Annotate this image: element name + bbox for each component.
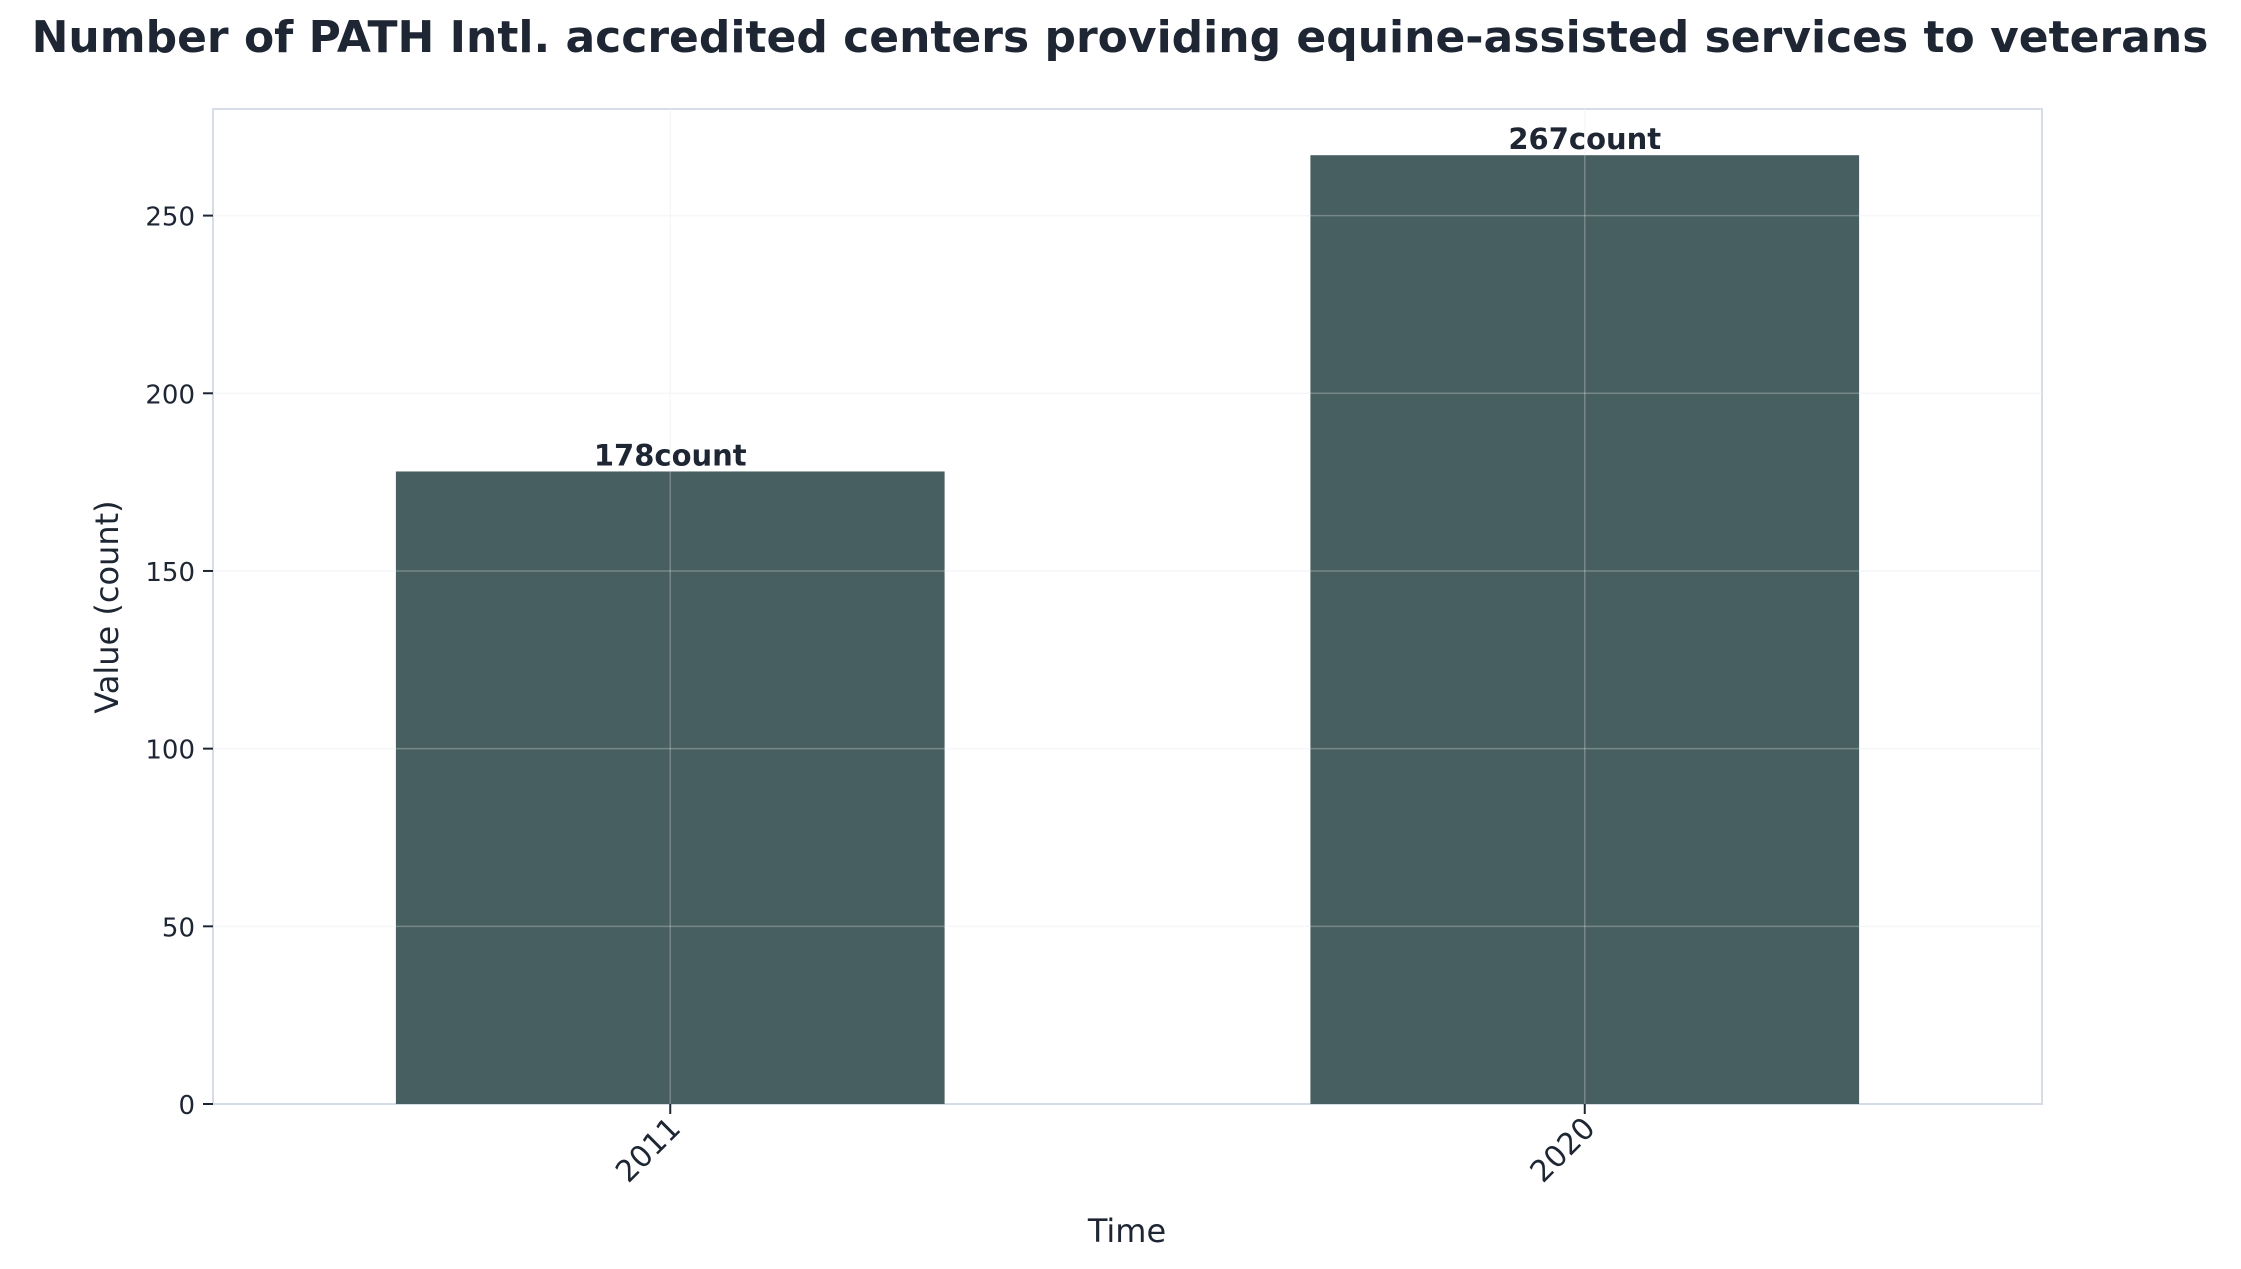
y-tick-label: 50 bbox=[162, 913, 195, 943]
bar-2011 bbox=[395, 471, 945, 1104]
data-label-2020: 267count bbox=[1508, 122, 1661, 156]
x-axis-label: Time bbox=[1087, 1212, 1166, 1250]
y-axis-label: Value (count) bbox=[88, 500, 126, 713]
y-tick-label: 250 bbox=[145, 203, 195, 233]
data-label-2011: 178count bbox=[594, 438, 747, 472]
y-tick-label: 200 bbox=[145, 380, 195, 410]
x-tick-label-2020: 2020 bbox=[1524, 1111, 1603, 1190]
bar-2020 bbox=[1310, 155, 1860, 1105]
x-tick-label-2011: 2011 bbox=[609, 1111, 688, 1190]
y-tick-label: 0 bbox=[178, 1091, 195, 1121]
y-tick-label: 150 bbox=[145, 558, 195, 588]
y-tick-label: 100 bbox=[145, 736, 195, 766]
chart-title: Number of PATH Intl. accredited centers … bbox=[32, 12, 2209, 63]
plot-frame bbox=[212, 108, 2043, 1105]
plot-area: 178count 267count 0 50 100 150 200 250 2011 2020 bbox=[145, 108, 2043, 1190]
